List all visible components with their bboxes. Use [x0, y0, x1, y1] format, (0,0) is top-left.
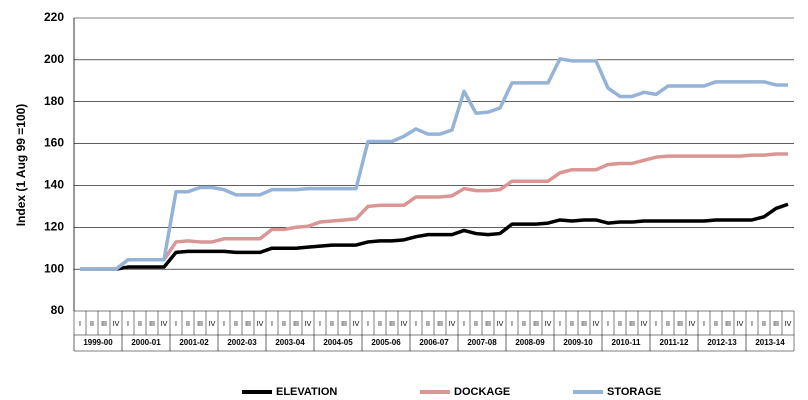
x-tick-label: I: [751, 321, 753, 328]
x-tick-label: II: [570, 321, 574, 328]
x-tick-label: I: [607, 321, 609, 328]
x-tick-label: III: [101, 321, 107, 328]
x-tick-label: I: [79, 321, 81, 328]
y-axis-label: Index (1 Aug 99 =100): [14, 104, 28, 227]
x-tick-label: I: [511, 321, 513, 328]
x-tick-label: II: [426, 321, 430, 328]
x-tick-label: IV: [497, 321, 504, 328]
x-tick-label: II: [474, 321, 478, 328]
x-tick-label: I: [223, 321, 225, 328]
x-tick-label: I: [463, 321, 465, 328]
x-tick-label: IV: [545, 321, 552, 328]
x-tick-label: IV: [209, 321, 216, 328]
x-tick-label: I: [415, 321, 417, 328]
x-tick-label: III: [485, 321, 491, 328]
x-group-label: 2001-02: [179, 338, 209, 347]
x-tick-label: I: [175, 321, 177, 328]
x-tick-label: IV: [113, 321, 120, 328]
x-tick-label: II: [90, 321, 94, 328]
x-tick-label: II: [330, 321, 334, 328]
x-group-label: 2006-07: [419, 338, 449, 347]
legend-label: STORAGE: [607, 386, 661, 398]
x-tick-label: II: [378, 321, 382, 328]
x-tick-label: I: [271, 321, 273, 328]
series-line: [80, 202, 789, 271]
x-tick-label: II: [138, 321, 142, 328]
x-group-label: 2000-01: [131, 338, 161, 347]
x-tick-label: I: [367, 321, 369, 328]
y-tick-label: 140: [44, 178, 64, 192]
x-group-label: 2013-14: [755, 338, 785, 347]
x-tick-label: I: [559, 321, 561, 328]
x-tick-label: IV: [161, 321, 168, 328]
x-tick-label: I: [655, 321, 657, 328]
x-tick-label: II: [234, 321, 238, 328]
x-tick-label: III: [437, 321, 443, 328]
x-group-label: 2012-13: [707, 338, 737, 347]
x-tick-label: IV: [737, 321, 744, 328]
x-group-label: 2003-04: [275, 338, 305, 347]
x-tick-label: II: [762, 321, 766, 328]
x-tick-label: IV: [689, 321, 696, 328]
y-tick-label: 180: [44, 94, 64, 108]
x-tick-label: I: [319, 321, 321, 328]
x-group-label: 2008-09: [515, 338, 545, 347]
y-tick-label: 120: [44, 219, 64, 233]
x-group-label: 2004-05: [323, 338, 353, 347]
x-tick-label: IV: [593, 321, 600, 328]
x-tick-label: III: [773, 321, 779, 328]
x-tick-label: III: [725, 321, 731, 328]
x-tick-label: IV: [353, 321, 360, 328]
x-tick-label: II: [714, 321, 718, 328]
x-tick-label: III: [677, 321, 683, 328]
x-tick-label: IV: [401, 321, 408, 328]
x-tick-label: II: [666, 321, 670, 328]
series-line: [80, 152, 788, 271]
x-group-label: 2009-10: [563, 338, 593, 347]
x-tick-label: IV: [641, 321, 648, 328]
y-tick-label: 200: [44, 52, 64, 66]
series-line: [80, 57, 788, 271]
x-tick-label: III: [341, 321, 347, 328]
legend-label: DOCKAGE: [454, 386, 510, 398]
x-tick-label: IV: [305, 321, 312, 328]
x-tick-label: II: [282, 321, 286, 328]
x-group-label: 2002-03: [227, 338, 257, 347]
x-tick-label: III: [581, 321, 587, 328]
y-tick-label: 160: [44, 136, 64, 150]
x-tick-label: II: [186, 321, 190, 328]
x-tick-label: IV: [785, 321, 792, 328]
x-tick-label: III: [293, 321, 299, 328]
y-tick-label: 80: [51, 303, 65, 317]
x-tick-label: IV: [257, 321, 264, 328]
x-group-label: 2011-12: [660, 338, 689, 347]
x-tick-label: III: [629, 321, 635, 328]
x-tick-label: III: [245, 321, 251, 328]
x-tick-label: III: [389, 321, 395, 328]
x-tick-label: II: [522, 321, 526, 328]
x-tick-label: III: [197, 321, 203, 328]
x-tick-label: I: [127, 321, 129, 328]
x-group-label: 2005-06: [371, 338, 401, 347]
x-group-label: 2007-08: [467, 338, 497, 347]
y-tick-label: 220: [44, 10, 64, 24]
x-tick-label: III: [533, 321, 539, 328]
x-tick-label: IV: [449, 321, 456, 328]
x-tick-label: II: [618, 321, 622, 328]
y-tick-label: 100: [44, 261, 64, 275]
x-tick-label: I: [703, 321, 705, 328]
x-group-label: 1999-00: [83, 338, 113, 347]
x-group-label: 2010-11: [612, 338, 641, 347]
x-tick-label: III: [149, 321, 155, 328]
legend-label: ELEVATION: [276, 386, 337, 398]
